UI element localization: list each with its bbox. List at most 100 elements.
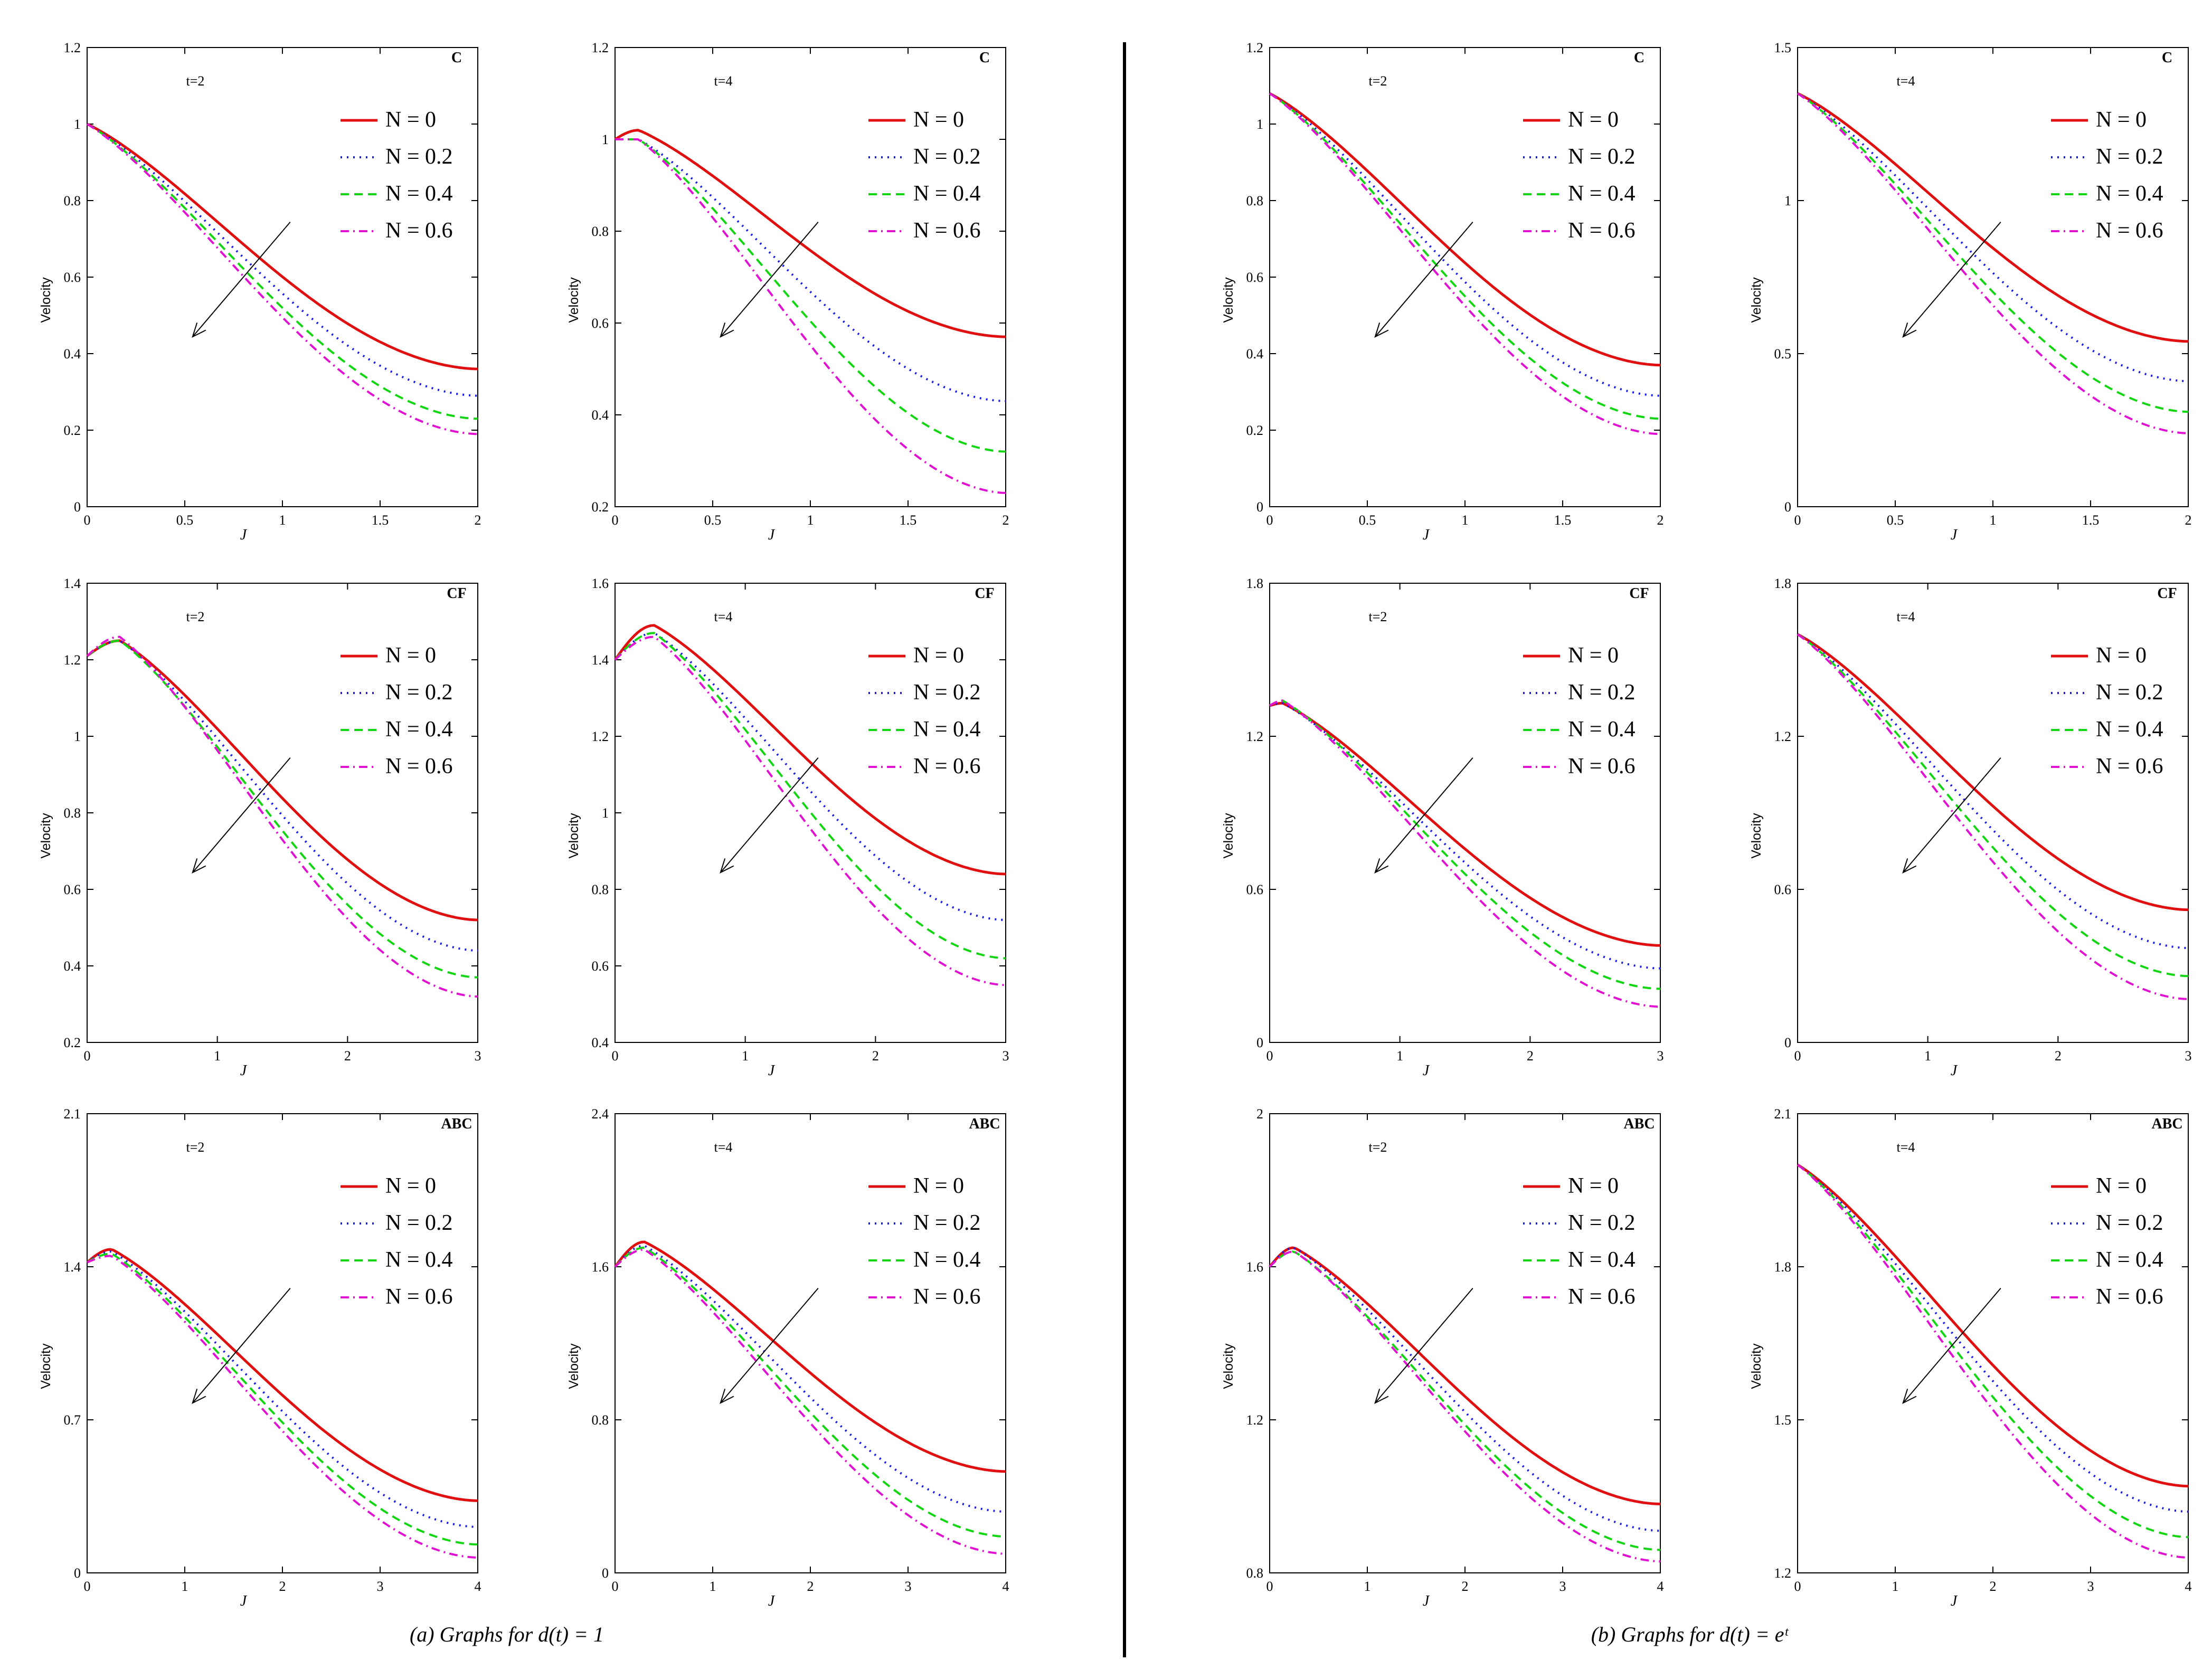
x-tick-label: 0 <box>612 513 619 528</box>
y-tick-label: 1 <box>1784 193 1791 208</box>
legend-label: N = 0.6 <box>385 219 453 243</box>
series-line-n-0 <box>86 1248 478 1502</box>
trend-arrow-head <box>1902 322 1917 338</box>
model-label: ABC <box>969 1116 1000 1132</box>
y-tick-label: 2.1 <box>64 1106 81 1122</box>
y-tick-label: 1.4 <box>592 652 609 668</box>
legend-label: N = 0.4 <box>2096 717 2163 742</box>
chart-panel-b-c-t4: 0 0.5 1 1.5 0 0.5 1 1.5 2 J Velocity t=4 C N = 0 N = 0… <box>1749 40 2192 543</box>
trend-arrow-head <box>192 1389 206 1405</box>
y-tick-label: 1.2 <box>1774 729 1792 744</box>
trend-arrow-head <box>1374 1389 1389 1405</box>
y-tick-label: 0 <box>1784 499 1791 515</box>
y-tick-label: 1 <box>602 805 609 821</box>
series-line-n-0 <box>614 1240 1006 1473</box>
y-tick-label: 1.6 <box>592 1259 609 1275</box>
x-tick-label: 3 <box>475 1048 481 1064</box>
series-line-n-0 <box>1797 92 2189 343</box>
legend-label: N = 0.6 <box>2096 1285 2163 1309</box>
series-line-n-0-2 <box>615 138 1006 402</box>
y-axis-label: Velocity <box>1221 277 1236 323</box>
series-line-n-0-2 <box>1797 1164 2189 1513</box>
y-tick-label: 0.6 <box>1246 882 1264 897</box>
legend-label: N = 0.4 <box>385 182 453 206</box>
chart-panel-b-cf-t2: 0 0.6 1.2 1.8 0 1 2 3 J Velocity t=2 CF N = 0 N = 0.2… <box>1221 576 1664 1079</box>
time-label: t=4 <box>714 1140 733 1155</box>
y-tick-label: 1 <box>74 117 81 132</box>
x-tick-label: 1 <box>1924 1048 1931 1064</box>
x-tick-label: 3 <box>905 1579 912 1594</box>
legend-label: N = 0.4 <box>913 717 981 742</box>
caption-left: (a) Graphs for d(t) = 1 <box>410 1622 604 1646</box>
model-label: CF <box>447 585 466 602</box>
trend-arrow <box>720 1287 819 1403</box>
y-tick-label: 1.2 <box>592 40 609 55</box>
y-tick-label: 0.2 <box>64 423 81 438</box>
series-line-n-0 <box>614 129 1006 338</box>
x-tick-label: 0 <box>1794 1579 1801 1594</box>
chart-panel-a-abc-t2: 0 0.7 1.4 2.1 0 1 2 3 4 J Velocity t=2 ABC N = 0 N = 0… <box>39 1106 481 1609</box>
time-label: t=2 <box>1369 609 1387 624</box>
legend-label: N = 0 <box>2096 643 2147 668</box>
chart-panel-b-cf-t4: 0 0.6 1.2 1.8 0 1 2 3 J Velocity t=4 CF N = 0 N = 0.2… <box>1749 576 2192 1079</box>
legend-label: N = 0.6 <box>1568 754 1636 779</box>
legend-label: N = 0.6 <box>2096 754 2163 779</box>
x-tick-label: 1 <box>710 1579 716 1594</box>
x-tick-label: 0 <box>612 1048 619 1064</box>
time-label: t=2 <box>1369 1140 1387 1155</box>
legend-label: N = 0.2 <box>385 145 453 169</box>
legend-label: N = 0.4 <box>2096 1248 2163 1272</box>
trend-arrow <box>192 757 291 873</box>
y-tick-label: 0 <box>1256 499 1263 515</box>
y-tick-label: 1.2 <box>1246 40 1264 55</box>
x-tick-label: 2 <box>2055 1048 2062 1064</box>
series-line-n-0-2 <box>1269 702 1661 970</box>
legend-label: N = 0.4 <box>1568 1248 1636 1272</box>
y-axis-label: Velocity <box>1749 277 1764 323</box>
y-axis-label: Velocity <box>1749 813 1764 859</box>
y-tick-label: 0 <box>1784 1035 1791 1050</box>
plot-frame <box>1797 583 2189 1043</box>
x-tick-label: 2 <box>872 1048 879 1064</box>
y-tick-label: 1.8 <box>1774 1259 1792 1275</box>
series-line-n-0-4 <box>1797 92 2189 413</box>
series-line-n-0-6 <box>1797 1164 2189 1559</box>
legend-label: N = 0.2 <box>385 680 453 705</box>
trend-arrow-head <box>720 322 734 338</box>
x-tick-label: 0.5 <box>176 513 194 528</box>
y-tick-label: 1 <box>602 132 609 147</box>
series-line-n-0-2 <box>1269 92 1661 397</box>
trend-arrow-head <box>1374 858 1389 874</box>
series-line-n-0-4 <box>614 632 1006 960</box>
x-tick-label: 1 <box>1892 1579 1899 1594</box>
y-axis-label: Velocity <box>39 277 53 323</box>
chart-panel-a-cf-t2: 0.2 0.4 0.6 0.8 1 1.2 1.4 0 1 2 3 J Velocity t=2 CF N =… <box>39 576 481 1079</box>
time-label: t=2 <box>186 609 205 624</box>
y-tick-label: 0 <box>74 1565 81 1581</box>
time-label: t=4 <box>1897 1140 1915 1155</box>
trend-arrow-head <box>1374 322 1389 338</box>
y-tick-label: 0.4 <box>1246 346 1264 362</box>
legend-label: N = 0.2 <box>913 1211 981 1235</box>
legend-label: N = 0 <box>385 643 436 668</box>
y-tick-label: 1 <box>1256 117 1263 132</box>
y-tick-label: 0.2 <box>592 499 609 515</box>
trend-arrow-head <box>192 322 206 338</box>
series-line-n-0-6 <box>615 138 1006 494</box>
chart-panel-b-abc-t4: 1.2 1.5 1.8 2.1 0 1 2 3 4 J Velocity t=4 ABC N = 0 N =… <box>1749 1106 2192 1609</box>
y-tick-label: 1.2 <box>1246 1412 1264 1428</box>
x-axis-label: J <box>768 527 776 543</box>
series-line-n-0 <box>1269 92 1661 367</box>
x-tick-label: 0 <box>612 1579 619 1594</box>
y-tick-label: 0.2 <box>64 1035 81 1050</box>
y-tick-label: 0.8 <box>592 224 609 239</box>
legend-label: N = 0.6 <box>913 1285 981 1309</box>
x-axis-label: J <box>1423 1062 1430 1079</box>
time-label: t=2 <box>1369 73 1387 89</box>
series-line-n-0-6 <box>86 635 478 998</box>
x-tick-label: 2 <box>1527 1048 1534 1064</box>
x-tick-label: 4 <box>1657 1579 1664 1594</box>
y-tick-label: 0.6 <box>64 882 81 897</box>
legend-label: N = 0.2 <box>1568 1211 1636 1235</box>
